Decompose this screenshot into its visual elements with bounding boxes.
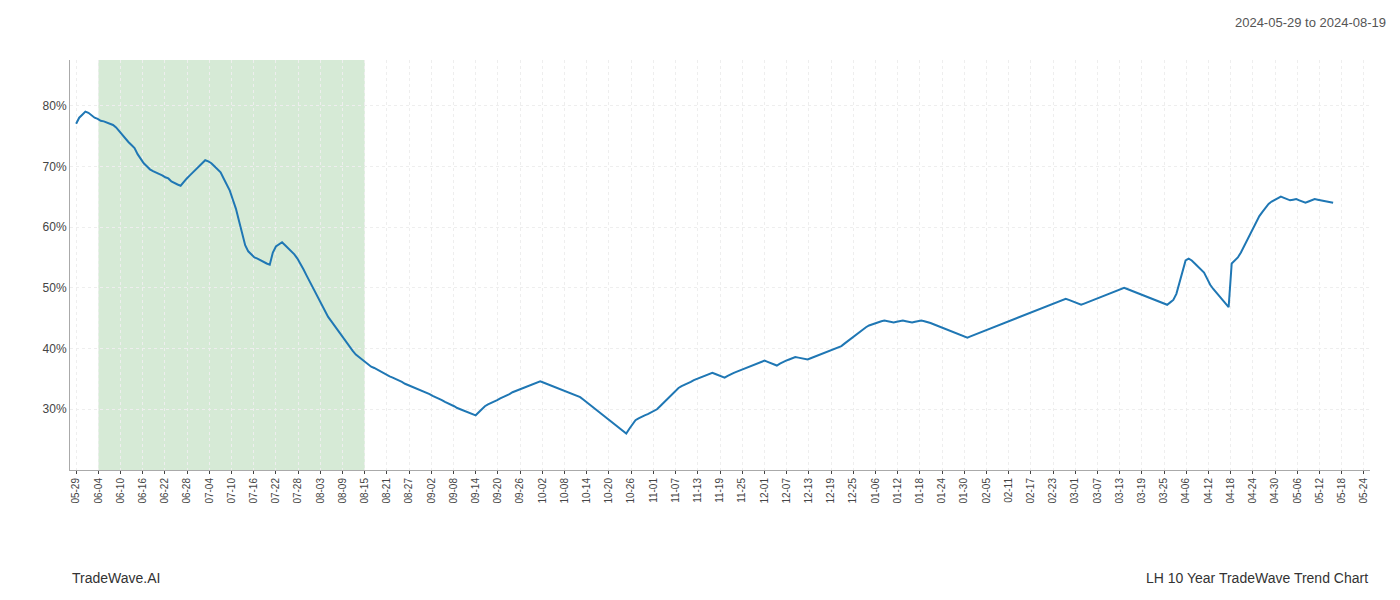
svg-text:02-05: 02-05 [981,478,992,504]
svg-text:07-28: 07-28 [292,478,303,504]
svg-text:04-24: 04-24 [1247,478,1258,504]
svg-text:07-04: 07-04 [204,478,215,504]
svg-text:12-07: 12-07 [781,478,792,504]
svg-text:09-20: 09-20 [492,478,503,504]
svg-text:70%: 70% [43,160,67,174]
svg-text:50%: 50% [43,281,67,295]
svg-text:40%: 40% [43,342,67,356]
svg-text:11-07: 11-07 [670,478,681,503]
svg-text:04-30: 04-30 [1269,478,1280,504]
svg-text:80%: 80% [43,99,67,113]
svg-text:12-19: 12-19 [825,478,836,504]
svg-text:2024-05-29 to 2024-08-19: 2024-05-29 to 2024-08-19 [1235,15,1386,30]
svg-text:01-24: 01-24 [936,478,947,504]
svg-text:08-21: 08-21 [381,478,392,504]
svg-text:12-25: 12-25 [847,478,858,504]
svg-text:12-13: 12-13 [803,478,814,504]
svg-text:05-12: 05-12 [1314,478,1325,504]
svg-text:02-11: 02-11 [1003,478,1014,503]
svg-text:10-08: 10-08 [559,478,570,504]
svg-text:08-15: 08-15 [359,478,370,504]
svg-text:10-20: 10-20 [603,478,614,504]
svg-text:09-02: 09-02 [426,478,437,504]
svg-text:11-25: 11-25 [736,478,747,503]
svg-text:05-06: 05-06 [1292,478,1303,504]
svg-text:09-08: 09-08 [448,478,459,504]
svg-text:LH 10 Year TradeWave Trend Cha: LH 10 Year TradeWave Trend Chart [1146,570,1368,586]
svg-text:09-14: 09-14 [470,478,481,504]
svg-text:05-24: 05-24 [1358,478,1369,504]
svg-text:02-17: 02-17 [1025,478,1036,504]
svg-text:06-16: 06-16 [137,478,148,504]
svg-text:30%: 30% [43,402,67,416]
svg-text:04-18: 04-18 [1225,478,1236,504]
svg-text:10-14: 10-14 [581,478,592,504]
svg-text:06-04: 06-04 [93,478,104,504]
svg-text:11-19: 11-19 [714,478,725,503]
svg-text:60%: 60% [43,220,67,234]
svg-text:05-18: 05-18 [1336,478,1347,504]
svg-text:06-28: 06-28 [181,478,192,504]
svg-text:04-06: 04-06 [1180,478,1191,504]
svg-text:11-01: 11-01 [648,478,659,503]
svg-text:03-19: 03-19 [1136,478,1147,504]
svg-text:07-10: 07-10 [226,478,237,504]
svg-text:03-07: 03-07 [1092,478,1103,504]
svg-text:01-30: 01-30 [958,478,969,504]
svg-text:07-22: 07-22 [270,478,281,504]
svg-text:01-06: 01-06 [870,478,881,504]
svg-text:11-13: 11-13 [692,478,703,503]
svg-text:10-26: 10-26 [625,478,636,504]
svg-text:07-16: 07-16 [248,478,259,504]
svg-text:05-29: 05-29 [70,478,81,504]
svg-text:10-02: 10-02 [537,478,548,504]
svg-text:08-03: 08-03 [315,478,326,504]
svg-text:01-12: 01-12 [892,478,903,504]
svg-text:04-12: 04-12 [1203,478,1214,504]
svg-text:TradeWave.AI: TradeWave.AI [72,570,160,586]
svg-text:08-09: 08-09 [337,478,348,504]
svg-text:08-27: 08-27 [403,478,414,504]
svg-text:02-23: 02-23 [1047,478,1058,504]
svg-text:12-01: 12-01 [759,478,770,504]
svg-text:06-10: 06-10 [115,478,126,504]
svg-text:03-01: 03-01 [1069,478,1080,504]
svg-text:09-26: 09-26 [514,478,525,504]
svg-text:06-22: 06-22 [159,478,170,504]
svg-text:03-13: 03-13 [1114,478,1125,504]
svg-text:03-25: 03-25 [1158,478,1169,504]
svg-text:01-18: 01-18 [914,478,925,504]
